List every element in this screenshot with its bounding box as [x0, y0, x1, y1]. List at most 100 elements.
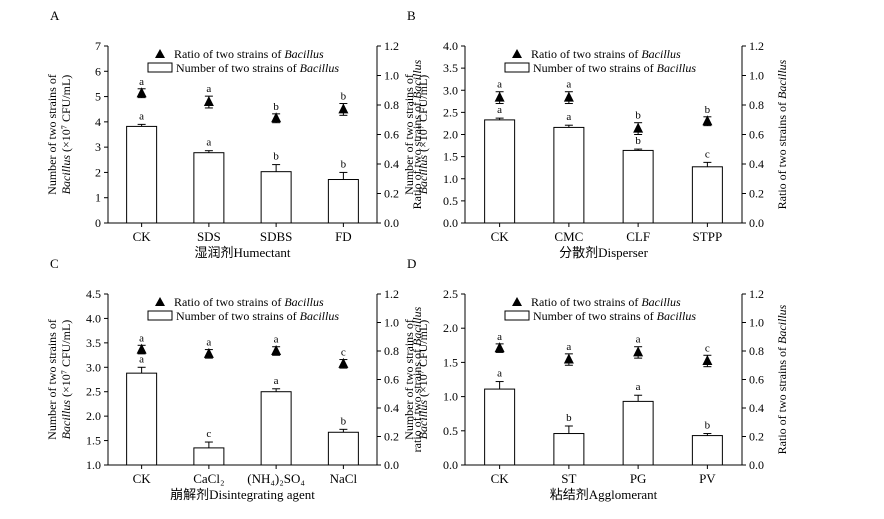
left-tick-label: 2.5 — [443, 287, 458, 301]
y-axis-title-left: Number of two strains of — [402, 74, 416, 195]
right-tick-label: 0.4 — [384, 401, 399, 415]
category-label: STPP — [693, 229, 723, 244]
left-tick-label: 0.5 — [443, 194, 458, 208]
legend-bar-swatch — [504, 62, 530, 73]
count-bar — [691, 435, 723, 466]
ratio-marker — [271, 112, 282, 123]
count-significance-letter: b — [705, 420, 711, 432]
right-tick-label: 0.0 — [384, 216, 399, 230]
ratio-marker — [633, 122, 644, 133]
ratio-significance-letter: a — [497, 79, 502, 91]
legend-bar-swatch — [147, 62, 173, 73]
y-axis-title-right: Ratio of two strains of Bacillus — [410, 59, 424, 209]
left-tick-label: 1.5 — [86, 434, 101, 448]
count-bar — [126, 372, 158, 466]
left-tick-label: 0 — [95, 216, 101, 230]
right-tick-label: 1.2 — [749, 287, 764, 301]
y-axis-title-left-unit: Bacillus (×10⁷ CFU/mL) — [416, 320, 430, 440]
left-tick-label: 2.0 — [443, 128, 458, 142]
left-tick-label: 2 — [95, 165, 101, 179]
x-axis-title: 分散剂Disperser — [559, 245, 648, 260]
ratio-marker — [563, 353, 574, 364]
ratio-marker — [494, 91, 505, 102]
count-significance-letter: b — [273, 151, 279, 163]
left-tick-label: 2.5 — [443, 105, 458, 119]
count-significance-letter: b — [566, 412, 572, 424]
right-tick-label: 0.2 — [384, 187, 399, 201]
ratio-marker — [702, 115, 713, 126]
legend-triangle-icon — [512, 297, 522, 306]
x-axis-title: 湿润剂Humectant — [194, 245, 290, 260]
category-label: SDBS — [260, 229, 293, 244]
count-significance-letter: c — [705, 148, 710, 160]
left-tick-label: 3.5 — [443, 61, 458, 75]
left-tick-label: 2.5 — [86, 385, 101, 399]
left-tick-label: 4.0 — [86, 311, 101, 325]
left-tick-label: 7 — [95, 39, 101, 53]
right-tick-label: 0.0 — [749, 458, 764, 472]
legend-bar-swatch — [504, 310, 530, 321]
panel-letter: B — [407, 8, 416, 23]
count-bar — [622, 400, 654, 466]
panel-C: C 1.0 1.5 2.0 2.5 3.0 3.5 4.0 4.5 0.0 0.2 0.4 0.6 0.8… — [45, 256, 424, 502]
left-tick-label: 1.0 — [443, 172, 458, 186]
left-tick-label: 4.0 — [443, 39, 458, 53]
category-label: CK — [133, 471, 152, 486]
ratio-marker — [494, 342, 505, 353]
y-axis-title-right: ratio of two strains of Bacillus — [410, 306, 424, 452]
count-significance-letter: b — [341, 415, 347, 427]
left-tick-label: 1 — [95, 191, 101, 205]
ratio-significance-letter: c — [705, 342, 710, 354]
category-label: CK — [491, 229, 510, 244]
ratio-marker — [633, 346, 644, 357]
right-tick-label: 1.0 — [384, 69, 399, 83]
ratio-marker — [338, 357, 349, 368]
right-tick-label: 0.2 — [749, 187, 764, 201]
right-tick-label: 0.4 — [749, 157, 764, 171]
ratio-marker — [203, 347, 214, 358]
category-label: (NH₄)₂SO₄ — [247, 471, 305, 486]
count-significance-letter: a — [139, 353, 144, 365]
left-tick-label: 2.0 — [443, 321, 458, 335]
ratio-marker — [338, 103, 349, 114]
count-bar — [553, 126, 585, 224]
legend-bar-swatch — [147, 310, 173, 321]
left-tick-label: 0.0 — [443, 216, 458, 230]
legend-ratio: Ratio of two strains of Bacillus — [531, 295, 681, 309]
category-label: CaCl₂ — [193, 471, 224, 486]
count-significance-letter: a — [636, 381, 641, 393]
right-tick-label: 0.6 — [384, 373, 399, 387]
left-tick-label: 5 — [95, 90, 101, 104]
count-significance-letter: b — [635, 135, 641, 147]
ratio-significance-letter: b — [341, 91, 347, 103]
legend-number: Number of two strains of Bacillus — [533, 61, 696, 75]
count-significance-letter: c — [206, 428, 211, 440]
count-significance-letter: a — [206, 137, 211, 149]
legend-ratio: Ratio of two strains of Bacillus — [174, 47, 324, 61]
panel-letter: D — [407, 256, 416, 271]
ratio-marker — [702, 354, 713, 365]
right-tick-label: 0.8 — [384, 344, 399, 358]
right-tick-label: 1.0 — [749, 316, 764, 330]
left-tick-label: 3.5 — [86, 336, 101, 350]
category-label: PG — [630, 471, 647, 486]
category-label: SDS — [197, 229, 221, 244]
ratio-significance-letter: a — [566, 341, 571, 353]
ratio-significance-letter: a — [139, 76, 144, 88]
count-bar — [126, 125, 158, 224]
right-tick-label: 0.2 — [749, 430, 764, 444]
count-significance-letter: a — [497, 104, 502, 116]
count-significance-letter: a — [566, 111, 571, 123]
category-label: ST — [561, 471, 576, 486]
count-bar — [553, 433, 585, 466]
left-tick-label: 3 — [95, 140, 101, 154]
category-label: FD — [335, 229, 352, 244]
right-tick-label: 1.0 — [749, 69, 764, 83]
right-tick-label: 0.2 — [384, 430, 399, 444]
legend-number: Number of two strains of Bacillus — [176, 61, 339, 75]
y-axis-title-right: Ratio of two strains of Bacillus — [775, 59, 789, 209]
legend-number: Number of two strains of Bacillus — [176, 309, 339, 323]
ratio-marker — [136, 87, 147, 98]
panel-D: D 0.0 0.5 1.0 1.5 2.0 2.5 0.0 0.2 0.4 0.6 0.8 1.0 1.2… — [402, 256, 789, 502]
ratio-marker — [563, 91, 574, 102]
